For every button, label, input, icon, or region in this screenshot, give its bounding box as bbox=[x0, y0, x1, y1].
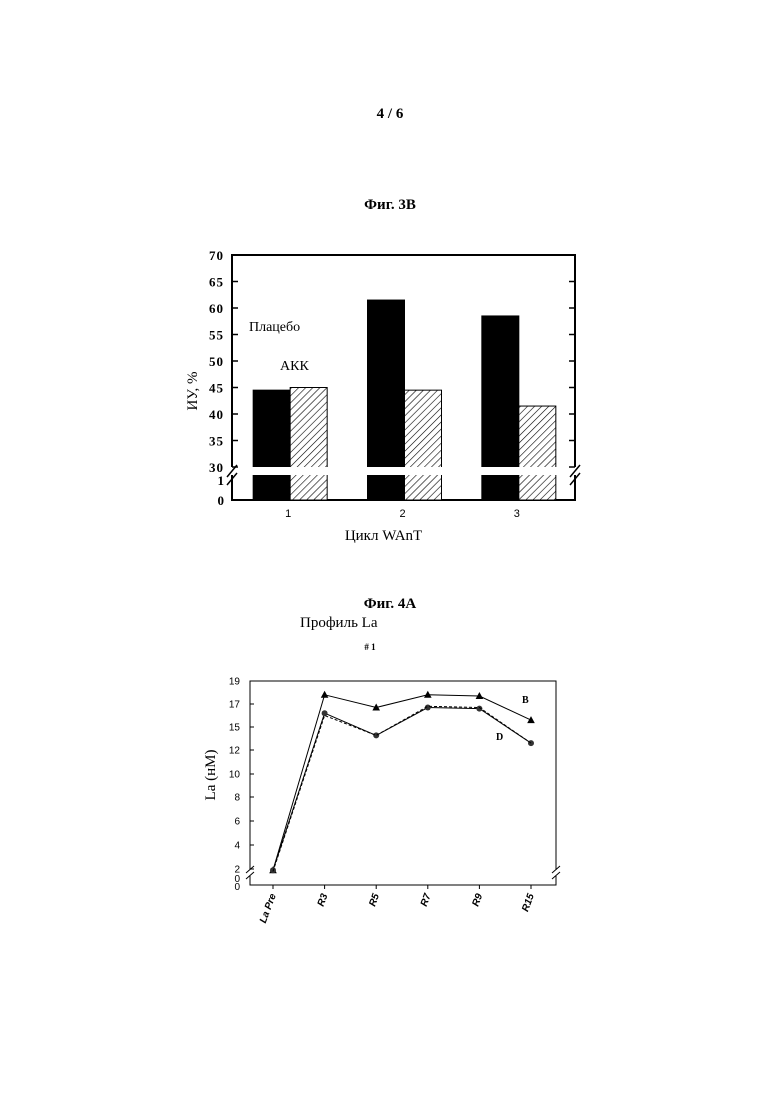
x-tick-label: 1 bbox=[285, 508, 291, 520]
legend-label-placebo: Плацебо bbox=[249, 320, 300, 335]
x-tick-label: 3 bbox=[514, 508, 520, 520]
y-tick-label: 45 bbox=[209, 381, 224, 396]
x-tick-label: 2 bbox=[399, 508, 405, 520]
fig4a-title: Фиг. 4A bbox=[0, 596, 780, 613]
fig4a-panel-label: # 1 bbox=[340, 642, 400, 652]
legend-label-akk: АКК bbox=[280, 359, 309, 374]
y-axis-label: ИУ, % bbox=[185, 371, 201, 410]
y-tick-label-below-break: 0 bbox=[218, 493, 225, 508]
y-tick-label: 70 bbox=[209, 248, 224, 263]
bar-akk-3 bbox=[519, 406, 556, 500]
y-tick-label: 35 bbox=[209, 434, 224, 449]
bar-akk-1 bbox=[290, 388, 327, 501]
bar-placebo-1 bbox=[253, 390, 290, 500]
bar-akk-2 bbox=[405, 390, 442, 500]
y-tick-label: 50 bbox=[209, 354, 224, 369]
y-tick-label: 55 bbox=[209, 328, 224, 343]
y-tick-label: 40 bbox=[209, 407, 224, 422]
y-tick-label-below-break: 1 bbox=[218, 473, 225, 488]
x-axis-label: Цикл WAnT bbox=[345, 528, 422, 544]
y-tick-label: 65 bbox=[209, 275, 224, 290]
fig4a-subtitle: Профиль La bbox=[300, 615, 420, 632]
y-tick-label: 60 bbox=[209, 301, 224, 316]
axis-break-gap bbox=[229, 467, 578, 475]
